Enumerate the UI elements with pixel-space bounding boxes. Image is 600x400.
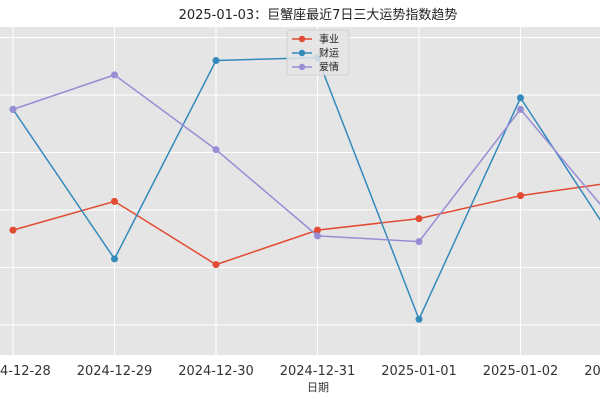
x-tick-label: 2024-12-31	[280, 364, 356, 379]
x-axis-ticks: 2024-12-28 2024-12-29 2024-12-30 2024-12-31…	[0, 364, 600, 379]
series-1	[9, 183, 600, 269]
legend-marker	[298, 63, 306, 71]
legend-marker	[298, 49, 306, 57]
series-3	[9, 71, 600, 246]
legend-label: 财运	[319, 47, 339, 60]
data-point	[415, 238, 423, 246]
data-point	[415, 215, 423, 223]
data-point	[415, 315, 423, 323]
x-axis-label: 日期	[307, 381, 329, 394]
data-point	[111, 71, 118, 79]
data-point	[9, 105, 17, 113]
data-point	[314, 226, 321, 234]
data-point	[212, 146, 220, 154]
legend-marker	[298, 35, 306, 43]
legend-label: 爱情	[319, 61, 339, 74]
x-tick-label: 2025-01-02	[483, 364, 559, 379]
data-point	[314, 232, 321, 240]
data-point	[111, 197, 118, 205]
legend-label: 事业	[319, 33, 339, 46]
data-point	[517, 94, 524, 102]
legend-item: 事业	[292, 33, 339, 46]
x-tick-label: 2025-01-03	[584, 364, 600, 379]
data-point	[212, 57, 220, 64]
data-point	[517, 105, 524, 113]
legend-item: 爱情	[292, 61, 339, 74]
legend-item: 财运	[292, 47, 339, 60]
x-tick-label: 2025-01-01	[381, 364, 457, 379]
x-tick-label: 2024-12-30	[178, 364, 254, 379]
data-point	[212, 261, 220, 269]
x-tick-label: 2024-12-28	[0, 364, 51, 379]
chart-title: 2025-01-03：巨蟹座最近7日三大运势指数趋势	[179, 7, 458, 23]
data-point	[111, 255, 118, 263]
x-tick-label: 2024-12-29	[77, 364, 153, 379]
data-point	[517, 192, 524, 200]
data-point	[9, 226, 17, 234]
plot-area	[0, 27, 600, 355]
